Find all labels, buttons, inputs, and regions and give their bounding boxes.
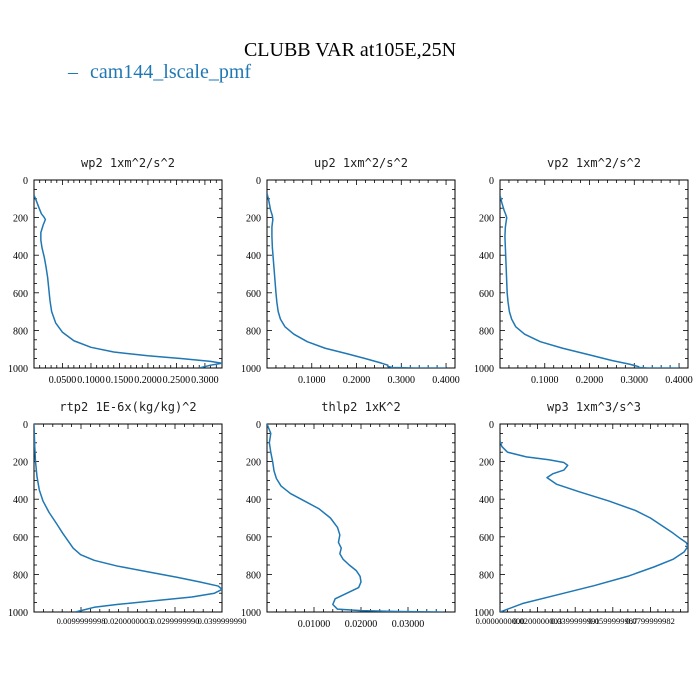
y-tick-label: 200 (479, 214, 494, 225)
x-tick-label: 0.2000 (343, 375, 371, 386)
y-tick-label: 600 (246, 533, 261, 544)
y-tick-label: 1000 (8, 608, 28, 619)
plot-frame (33, 423, 223, 613)
x-tick-label: 0.1000 (531, 375, 559, 386)
subplot-5: thlp2 1xK^2 0 200 400 600 800 1000 0.01000 0.020… (241, 400, 456, 630)
y-tick-label: 0 (489, 176, 494, 187)
y-tick-label: 800 (13, 570, 28, 581)
subplot-title: vp2 1xm^2/s^2 (547, 156, 641, 170)
x-tick-label: 0.1000 (298, 375, 326, 386)
y-tick-label: 400 (246, 495, 261, 506)
y-tick-label: 800 (479, 326, 494, 337)
y-tick-label: 1000 (474, 364, 494, 375)
x-tick-label: 0.2000 (576, 375, 604, 386)
series-line (34, 424, 222, 612)
y-tick-label: 600 (479, 533, 494, 544)
series-line (34, 194, 222, 368)
y-tick-label: 400 (479, 495, 494, 506)
y-tick-label: 800 (13, 326, 28, 337)
x-tick-label: 0.03000 (392, 619, 425, 630)
subplot-1: wp2 1xm^2/s^2 0 200 400 600 800 1000 0.0500 0.10… (8, 156, 223, 386)
subplot-6: wp3 1xm^3/s^3 0 200 400 600 800 10000.00000000… (474, 400, 689, 626)
x-tick-label: 0.02000 (345, 619, 378, 630)
y-tick-label: 400 (13, 495, 28, 506)
subplot-title: wp2 1xm^2/s^2 (81, 156, 175, 170)
plot-frame (33, 179, 223, 369)
y-tick-label: 600 (479, 289, 494, 300)
subplot-title: thlp2 1xK^2 (321, 400, 400, 414)
x-tick-label: 0.0000000000 (476, 616, 525, 626)
series-line (267, 192, 447, 368)
y-tick-label: 600 (246, 289, 261, 300)
y-tick-label: 0 (23, 420, 28, 431)
y-tick-label: 600 (13, 533, 28, 544)
x-tick-label: 0.0399999991 (551, 616, 600, 626)
x-tick-label: 0.1500 (106, 375, 134, 386)
y-tick-label: 800 (246, 326, 261, 337)
x-tick-label: 0.0299999990 (151, 616, 200, 626)
y-tick-label: 800 (479, 570, 494, 581)
y-tick-label: 200 (246, 214, 261, 225)
legend-marker: – (67, 61, 79, 83)
y-tick-label: 0 (256, 176, 261, 187)
x-tick-label: 0.3000 (621, 375, 649, 386)
y-tick-label: 1000 (474, 608, 494, 619)
y-tick-label: 400 (479, 251, 494, 262)
y-tick-label: 200 (13, 458, 28, 469)
x-tick-label: 0.0799999982 (626, 616, 675, 626)
x-tick-label: 0.1000 (77, 375, 105, 386)
y-tick-label: 600 (13, 289, 28, 300)
subplot-title: wp3 1xm^3/s^3 (547, 400, 641, 414)
y-tick-label: 0 (23, 176, 28, 187)
y-tick-label: 200 (13, 214, 28, 225)
subplot-title: rtp2 1E-6x(kg/kg)^2 (59, 400, 196, 414)
y-tick-label: 0 (256, 420, 261, 431)
y-tick-label: 1000 (8, 364, 28, 375)
x-tick-label: 0.0599999987 (588, 616, 637, 626)
x-tick-label: 0.0200000003 (513, 616, 562, 626)
subplot-2: up2 1xm^2/s^2 0 200 400 600 800 1000 0.1000 0.20… (241, 156, 460, 386)
series-line (500, 440, 688, 612)
plot-frame (499, 179, 689, 369)
x-tick-label: 0.4000 (665, 375, 693, 386)
subplot-3: vp2 1xm^2/s^2 0 200 400 600 800 1000 0.1000 0.20… (474, 156, 693, 386)
y-tick-label: 200 (479, 458, 494, 469)
x-tick-label: 0.2000 (134, 375, 162, 386)
figure-title: CLUBB VAR at105E,25N (244, 39, 456, 61)
plot-frame (266, 179, 456, 369)
series-line (267, 424, 444, 612)
x-tick-label: 0.4000 (432, 375, 460, 386)
x-tick-label: 0.0099999998 (57, 616, 106, 626)
x-tick-label: 0.3000 (388, 375, 416, 386)
x-tick-label: 0.2500 (163, 375, 191, 386)
x-tick-label: 0.01000 (298, 619, 331, 630)
y-tick-label: 200 (246, 458, 261, 469)
y-tick-label: 1000 (241, 608, 261, 619)
x-tick-label: 0.3000 (191, 375, 219, 386)
y-tick-label: 800 (246, 570, 261, 581)
plot-frame (499, 423, 689, 613)
subplot-4: rtp2 1E-6x(kg/kg)^2 0 200 400 600 800 1000 0.00… (8, 400, 246, 626)
y-tick-label: 1000 (241, 364, 261, 375)
x-tick-label: 0.0399999990 (198, 616, 247, 626)
subplot-title: up2 1xm^2/s^2 (314, 156, 408, 170)
series-line (500, 194, 680, 368)
x-tick-label: 0.0200000003 (104, 616, 153, 626)
legend: – cam144_lscale_pmf (67, 61, 251, 83)
legend-label: cam144_lscale_pmf (90, 61, 251, 83)
y-tick-label: 0 (489, 420, 494, 431)
y-tick-label: 400 (13, 251, 28, 262)
y-tick-label: 400 (246, 251, 261, 262)
x-tick-label: 0.0500 (49, 375, 77, 386)
